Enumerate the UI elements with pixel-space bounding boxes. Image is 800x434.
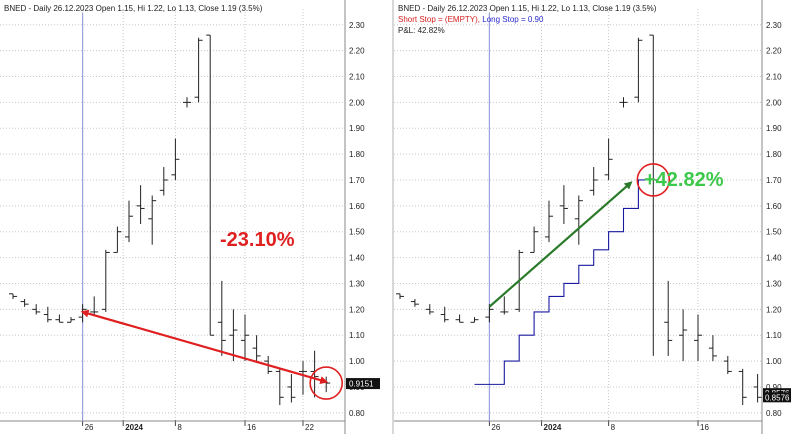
y-tick-label: 1.40: [766, 254, 782, 263]
y-tick-label: 1.10: [766, 331, 782, 340]
trade-arrow: [488, 181, 633, 308]
y-tick-label: 1.00: [766, 357, 782, 366]
y-tick-label: 1.70: [349, 176, 365, 185]
pnl-label: P&L: 42.82%: [398, 26, 445, 35]
x-tick-label: 26: [85, 423, 94, 432]
stop-info: Short Stop = (EMPTY), Long Stop = 0.90: [398, 15, 544, 24]
price-tag: 0.8576: [765, 393, 790, 402]
x-tick-label: 16: [247, 423, 256, 432]
y-tick-label: 1.90: [766, 124, 782, 133]
y-tick-label: 2.00: [766, 98, 782, 107]
y-tick-label: 1.60: [349, 202, 365, 211]
y-tick-label: 1.10: [349, 331, 365, 340]
x-tick-label: 26: [491, 423, 500, 432]
x-tick-label: 2024: [125, 423, 143, 432]
loss-annotation: -23.10%: [220, 229, 295, 251]
y-tick-label: 1.40: [349, 254, 365, 263]
y-tick-label: 0.80: [766, 409, 782, 418]
right-ohlc-chart: 2.30 2.20 2.10 2.00 1.90 1.80 1.70 1.60 1.50 1.40…: [394, 0, 791, 434]
left-ohlc-chart: 2.30 2.20 2.10 2.00 1.90 1.80 1.70 1.60 1.50 1.40…: [0, 0, 380, 434]
y-tick-label: 2.10: [766, 73, 782, 82]
x-tick-label: 2024: [544, 423, 562, 432]
x-tick-label: 16: [700, 423, 709, 432]
trade-arrow: [80, 309, 329, 384]
x-tick-label: 22: [305, 423, 314, 432]
x-tick-label: 8: [177, 423, 182, 432]
y-tick-label: 2.30: [766, 21, 782, 30]
y-tick-label: 1.50: [766, 228, 782, 237]
y-tick-label: 1.20: [766, 305, 782, 314]
left-chart-panel: 2.30 2.20 2.10 2.00 1.90 1.80 1.70 1.60 1.50 1.40…: [0, 0, 392, 434]
right-chart-panel: 2.30 2.20 2.10 2.00 1.90 1.80 1.70 1.60 1.50 1.40…: [394, 0, 800, 434]
y-tick-label: 1.30: [349, 279, 365, 288]
y-tick-label: 1.00: [349, 357, 365, 366]
y-tick-label: 1.90: [349, 124, 365, 133]
long-stop-label: Long Stop = 0.90: [482, 15, 544, 24]
y-tick-label: 1.20: [349, 305, 365, 314]
y-tick-label: 1.30: [766, 279, 782, 288]
last-price-tag-bg: [346, 378, 380, 390]
x-tick-label: 8: [611, 423, 616, 432]
panel-divider: [392, 0, 394, 434]
y-tick-label: 2.00: [349, 98, 365, 107]
last-price-tag: 0.9151: [349, 380, 374, 389]
y-tick-label: 0.80: [349, 409, 365, 418]
short-stop-label: Short Stop = (EMPTY),: [398, 15, 482, 24]
y-tick-label: 0.90: [766, 383, 782, 392]
y-tick-label: 2.20: [349, 47, 365, 56]
gain-annotation: +42.82%: [644, 169, 724, 191]
y-tick-label: 1.80: [349, 150, 365, 159]
y-tick-label: 1.70: [766, 176, 782, 185]
long-stop-line: [474, 179, 654, 385]
y-tick-label: 1.60: [766, 202, 782, 211]
y-tick-label: 1.80: [766, 150, 782, 159]
y-tick-label: 2.20: [766, 47, 782, 56]
y-tick-label: 2.10: [349, 73, 365, 82]
price-tag-bg: [763, 392, 791, 403]
chart-header: BNED - Daily 26.12.2023 Open 1.15, Hi 1.…: [398, 4, 657, 13]
chart-header: BNED - Daily 26.12.2023 Open 1.15, Hi 1.…: [4, 4, 263, 13]
exit-highlight-circle: [636, 163, 671, 197]
y-tick-label: 1.50: [349, 228, 365, 237]
y-tick-label: 2.30: [349, 21, 365, 30]
exit-highlight-circle: [309, 366, 344, 400]
